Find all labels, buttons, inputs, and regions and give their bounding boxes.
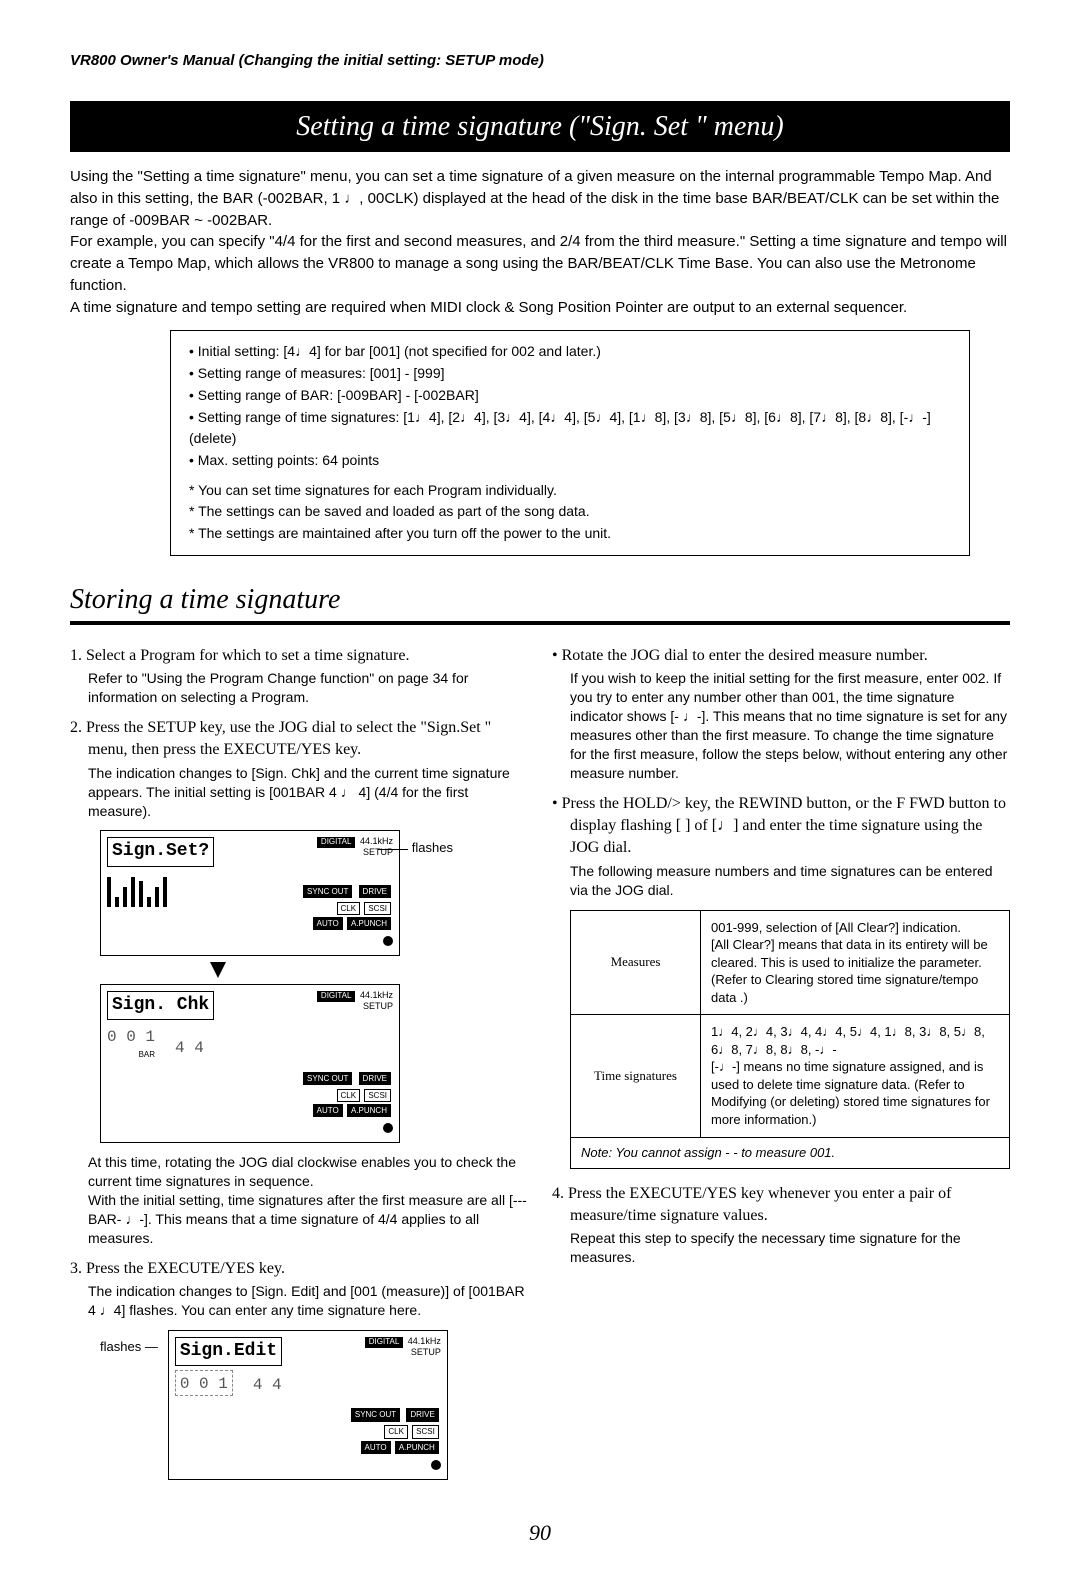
seg-display: 4 4 <box>175 1037 204 1059</box>
tag: SCSI <box>364 902 391 915</box>
lcd-title: Sign. Chk <box>107 991 214 1020</box>
indicator-dot <box>431 1460 441 1470</box>
indicator-dot <box>383 1123 393 1133</box>
page-header: VR800 Owner's Manual (Changing the initi… <box>70 50 1010 71</box>
tag: A.PUNCH <box>347 1104 391 1117</box>
bullet-2: • Press the HOLD/> key, the REWIND butto… <box>552 793 1010 860</box>
bullet-2-sub: The following measure numbers and time s… <box>570 862 1010 900</box>
spec-line: • Setting range of BAR: [-009BAR] - [-00… <box>189 385 951 407</box>
title-bar: Setting a time signature ("Sign. Set " m… <box>70 101 1010 152</box>
tag: DRIVE <box>406 1408 438 1421</box>
tag: A.PUNCH <box>395 1441 439 1454</box>
tag: AUTO <box>361 1441 391 1454</box>
spec-line: • Setting range of time signatures: [1♩4… <box>189 407 951 450</box>
sample-rate: 44.1kHz <box>408 1336 441 1346</box>
bullet-1-sub: If you wish to keep the initial setting … <box>570 669 1010 782</box>
table-note: Note: You cannot assign - - to measure 0… <box>571 1137 1009 1168</box>
step-3-sub: The indication changes to [Sign. Edit] a… <box>88 1282 528 1320</box>
step-2-sub: The indication changes to [Sign. Chk] an… <box>88 764 528 821</box>
tag: SYNC OUT <box>303 1072 352 1085</box>
table-label-signatures: Time signatures <box>571 1015 701 1136</box>
spec-line: • Max. setting points: 64 points <box>189 450 951 472</box>
digital-tag: DIGITAL <box>365 1337 404 1348</box>
step-2: 2. Press the SETUP key, use the JOG dial… <box>70 717 528 762</box>
lcd-sign-chk: Sign. Chk DIGITAL 44.1kHz SETUP 0 0 1 BA… <box>100 984 400 1143</box>
tag: CLK <box>384 1425 408 1438</box>
tag: SYNC OUT <box>351 1408 400 1421</box>
step-1-sub: Refer to "Using the Program Change funct… <box>88 669 528 707</box>
flashes-label: flashes — <box>100 1330 158 1356</box>
bar-label: BAR <box>107 1049 155 1060</box>
digital-tag: DIGITAL <box>317 991 356 1002</box>
spec-box: • Initial setting: [4♩4] for bar [001] (… <box>170 330 970 555</box>
left-column: 1. Select a Program for which to set a t… <box>70 637 528 1488</box>
step-4-sub: Repeat this step to specify the necessar… <box>570 1229 1010 1267</box>
tag: DRIVE <box>359 1072 391 1085</box>
table-content-measures: 001-999, selection of [All Clear?] indic… <box>701 911 1009 1015</box>
step-4: 4. Press the EXECUTE/YES key whenever yo… <box>552 1183 1010 1228</box>
tag: A.PUNCH <box>347 917 391 930</box>
tag: CLK <box>337 902 361 915</box>
flashes-label: flashes <box>378 839 453 857</box>
setup-label: SETUP <box>411 1347 441 1357</box>
table-content-signatures: 1♩4, 2♩4, 3♩4, 4♩4, 5♩4, 1♩8, 3♩8, 5♩8, … <box>701 1015 1009 1136</box>
arrow-down-icon <box>210 962 226 978</box>
lcd-sign-edit: Sign.Edit DIGITAL 44.1kHz SETUP 0 0 1 4 … <box>168 1330 448 1480</box>
spec-line: • Setting range of measures: [001] - [99… <box>189 363 951 385</box>
signature-table: Measures 001-999, selection of [All Clea… <box>570 910 1010 1169</box>
table-label-measures: Measures <box>571 911 701 1015</box>
tag: SCSI <box>364 1089 391 1102</box>
right-column: • Rotate the JOG dial to enter the desir… <box>552 637 1010 1488</box>
lcd-sign-set: flashes Sign.Set? DIGITAL 44.1kHz SETUP <box>100 830 400 956</box>
spec-line: • Initial setting: [4♩4] for bar [001] (… <box>189 341 951 363</box>
sample-rate: 44.1kHz <box>360 990 393 1000</box>
intro-paragraph: Using the "Setting a time signature" men… <box>70 166 1010 318</box>
seg-display: 0 0 1 <box>180 1373 228 1395</box>
tag: AUTO <box>313 1104 343 1117</box>
seg-display: 4 4 <box>253 1374 282 1396</box>
tag: AUTO <box>313 917 343 930</box>
setup-label: SETUP <box>363 1001 393 1011</box>
digital-tag: DIGITAL <box>317 837 356 848</box>
seg-display: 0 0 1 <box>107 1026 155 1048</box>
indicator-dot <box>383 936 393 946</box>
spec-line: * You can set time signatures for each P… <box>189 480 951 502</box>
tag: DRIVE <box>359 885 391 898</box>
tag: SYNC OUT <box>303 885 352 898</box>
level-bars <box>107 873 167 907</box>
tag: SCSI <box>412 1425 439 1438</box>
spec-line: * The settings are maintained after you … <box>189 523 951 545</box>
tag: CLK <box>337 1089 361 1102</box>
page-number: 90 <box>70 1518 1010 1549</box>
step-1: 1. Select a Program for which to set a t… <box>70 645 528 667</box>
section-title: Storing a time signature <box>70 580 1010 625</box>
spec-line: * The settings can be saved and loaded a… <box>189 501 951 523</box>
step-3: 3. Press the EXECUTE/YES key. <box>70 1258 528 1280</box>
lcd-title: Sign.Edit <box>175 1337 282 1366</box>
mid-text: At this time, rotating the JOG dial cloc… <box>88 1153 528 1247</box>
bullet-1: • Rotate the JOG dial to enter the desir… <box>552 645 1010 667</box>
lcd-title: Sign.Set? <box>107 837 214 866</box>
